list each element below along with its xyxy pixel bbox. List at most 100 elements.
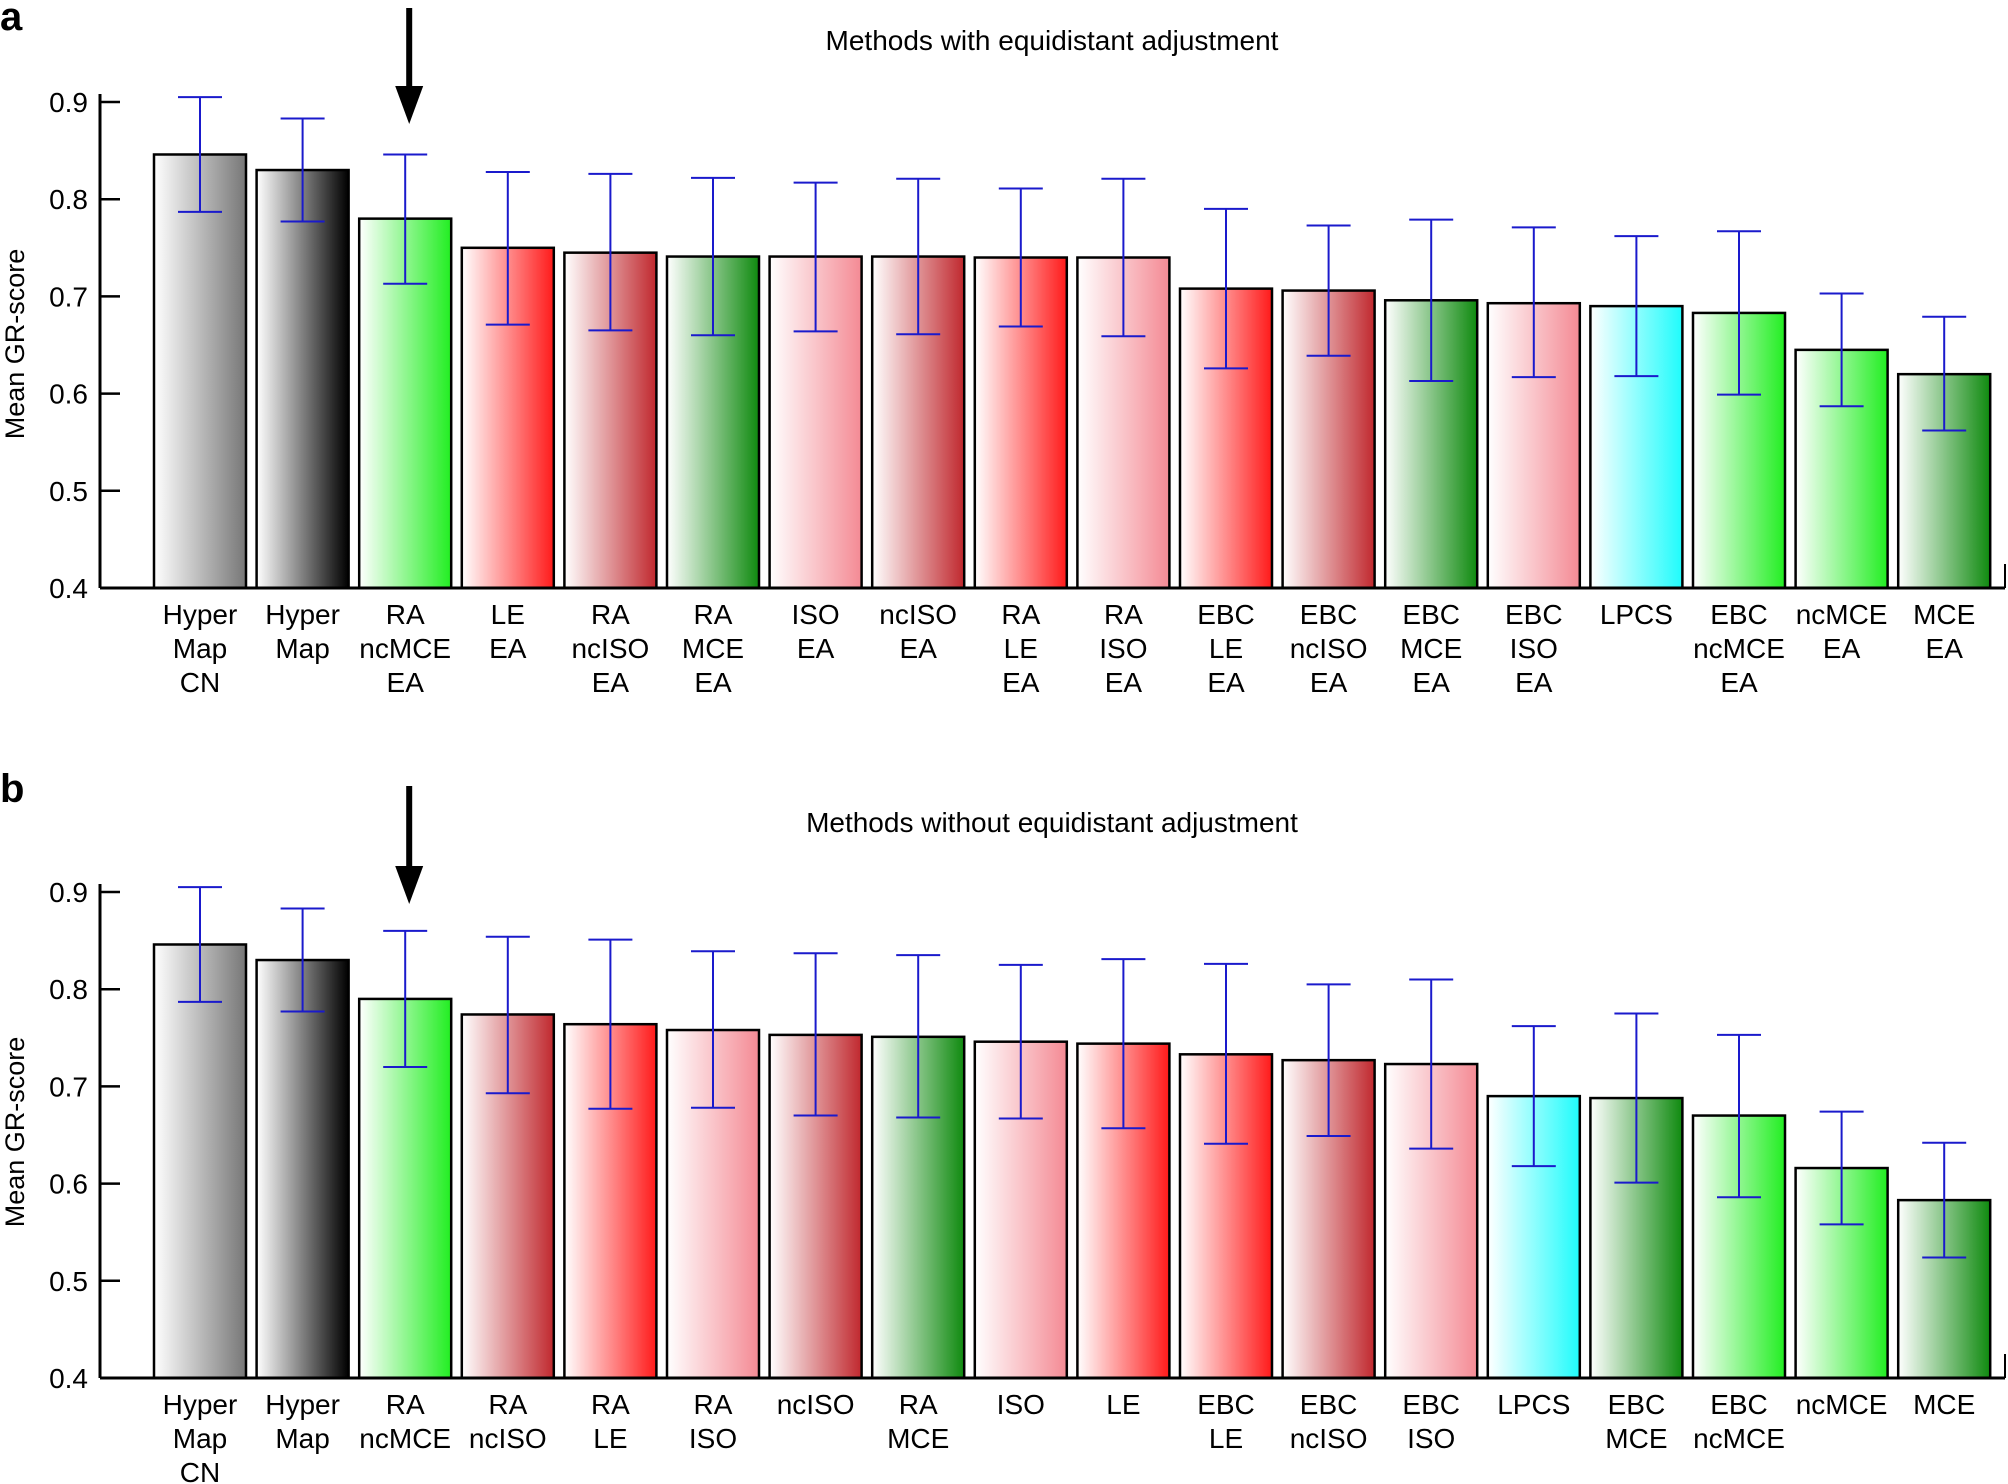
panel-b-error-bar-3: [485, 935, 530, 1095]
panel-a-error-bar-9: [1101, 177, 1146, 338]
panel-b-y-ticks: 0.4 0.5 0.6 0.7 0.8 0.9: [49, 877, 120, 1394]
panel-b-y-tick-label-1: 0.5: [49, 1266, 88, 1297]
x-tick-label-line: CN: [180, 667, 220, 698]
x-tick-label-line: ncISO: [1290, 633, 1368, 664]
panel-a-error-bar-12: [1409, 218, 1454, 382]
panel-a-x-tick-label-16: ncMCE EA: [1796, 599, 1888, 664]
panel-b-x-tick-label-9: LE: [1106, 1389, 1140, 1420]
panel-a-y-ticks: 0.4 0.5 0.6 0.7 0.8 0.9: [49, 87, 120, 604]
x-tick-label-line: RA: [694, 599, 733, 630]
panel-a-x-tick-label-17: MCE EA: [1913, 599, 1975, 664]
panel-b-error-bar-11: [1306, 983, 1351, 1137]
x-tick-label-line: RA: [488, 1389, 527, 1420]
x-tick-label-line: EBC: [1300, 599, 1358, 630]
panel-a-x-tick-label-11: EBC ncISO EA: [1290, 599, 1368, 698]
panel-b-x-tick-label-0: Hyper Map CN: [163, 1389, 238, 1484]
x-tick-label-line: RA: [386, 1389, 425, 1420]
x-tick-label-line: ISO: [791, 599, 839, 630]
panel-a-error-bar-10: [1204, 207, 1248, 370]
x-tick-label-line: EBC: [1197, 599, 1255, 630]
panel-b-error-bar-6: [793, 952, 838, 1117]
x-tick-label-line: Hyper: [265, 1389, 340, 1420]
panel-b-error-bar-17: [1922, 1141, 1967, 1259]
panel-b-x-tick-label-11: EBC ncISO: [1290, 1389, 1368, 1454]
panel-a-error-bar-6: [793, 181, 838, 333]
panel-b: b Methods without equidistant adjustment…: [0, 767, 2006, 1484]
panel-a-error-bar-0: [178, 96, 222, 213]
panel-a-error-bar-7: [896, 177, 941, 336]
x-tick-label-line: EBC: [1608, 1389, 1666, 1420]
x-tick-label-line: EA: [1823, 633, 1861, 664]
x-tick-label-line: EBC: [1402, 1389, 1460, 1420]
x-tick-label-line: EA: [1720, 667, 1758, 698]
x-tick-label-line: RA: [1104, 599, 1143, 630]
panel-b-bar-0: [152, 943, 248, 1380]
x-tick-label-line: Hyper: [163, 1389, 238, 1420]
panel-b-error-bars: [178, 886, 1967, 1259]
panel-b-error-bar-9: [1101, 958, 1146, 1130]
x-tick-label-line: ISO: [1510, 633, 1558, 664]
x-tick-label-line: RA: [591, 1389, 630, 1420]
panel-b-bar-1: [255, 958, 350, 1380]
x-tick-label-line: RA: [899, 1389, 938, 1420]
x-tick-label-line: EA: [592, 667, 630, 698]
panel-b-y-tick-label-4: 0.8: [49, 974, 88, 1005]
x-tick-label-line: ncMCE: [1796, 1389, 1888, 1420]
panel-a-y-tick-label-3: 0.7: [49, 281, 88, 312]
x-tick-label-line: EA: [797, 633, 835, 664]
x-tick-label-line: EA: [387, 667, 425, 698]
x-tick-label-line: EA: [694, 667, 732, 698]
panel-a-x-tick-label-13: EBC ISO EA: [1505, 599, 1563, 698]
x-tick-label-line: MCE: [1913, 1389, 1975, 1420]
x-tick-label-line: ISO: [689, 1423, 737, 1454]
panel-a-x-tick-label-0: Hyper Map CN: [163, 599, 238, 698]
panel-b-x-tick-label-5: RA ISO: [689, 1389, 737, 1454]
panel-a-bar-0: [152, 153, 248, 590]
panel-a-x-tick-label-15: EBC ncMCE EA: [1693, 599, 1785, 698]
panel-a-x-tick-label-5: RA MCE EA: [682, 599, 744, 698]
panel-b-x-tick-label-6: ncISO: [777, 1389, 855, 1420]
panel-a-y-tick-label-0: 0.4: [49, 573, 88, 604]
x-tick-label-line: Hyper: [265, 599, 340, 630]
panel-a-x-tick-label-6: ISO EA: [791, 599, 839, 664]
panel-b-error-bar-12: [1409, 978, 1454, 1150]
arrow-head-icon: [395, 866, 424, 904]
x-tick-label-line: EBC: [1710, 1389, 1768, 1420]
x-tick-label-line: LE: [1209, 633, 1243, 664]
panel-a-highlight-arrow: [395, 8, 424, 124]
panel-b-title: Methods without equidistant adjustment: [806, 807, 1298, 838]
x-tick-label-line: LE: [1106, 1389, 1140, 1420]
panel-b-y-tick-label-2: 0.6: [49, 1169, 88, 1200]
panel-a-letter: a: [0, 0, 23, 39]
panel-a-y-tick-label-2: 0.6: [49, 379, 88, 410]
x-tick-label-line: ISO: [1407, 1423, 1455, 1454]
panel-a-error-bar-14: [1614, 235, 1659, 378]
panel-a-x-tick-label-10: EBC LE EA: [1197, 599, 1255, 698]
panel-a-error-bar-5: [691, 176, 735, 337]
panel-b-error-bar-5: [691, 950, 735, 1109]
x-tick-label-line: ISO: [1099, 633, 1147, 664]
x-tick-label-line: EA: [1105, 667, 1143, 698]
x-tick-label-line: Map: [275, 1423, 329, 1454]
panel-b-error-bar-0: [178, 886, 222, 1003]
panel-b-x-tick-label-2: RA ncMCE: [359, 1389, 451, 1454]
x-tick-label-line: ncISO: [879, 599, 957, 630]
x-tick-label-line: EBC: [1402, 599, 1460, 630]
panel-b-error-bar-13: [1511, 1025, 1556, 1168]
panel-b-bars: [152, 943, 1992, 1380]
panel-b-error-bar-8: [998, 963, 1043, 1120]
panel-b-x-tick-label-7: RA MCE: [887, 1389, 949, 1454]
panel-a-axes: [98, 94, 2006, 590]
panel-b-x-tick-label-4: RA LE: [591, 1389, 630, 1454]
x-tick-label-line: RA: [1001, 599, 1040, 630]
panel-a: a Methods with equidistant adjustment Me…: [0, 0, 2006, 698]
x-tick-label-line: EA: [1310, 667, 1348, 698]
x-tick-label-line: MCE: [1400, 633, 1462, 664]
panel-b-x-tick-label-3: RA ncISO: [469, 1389, 547, 1454]
panel-a-x-tick-label-9: RA ISO EA: [1099, 599, 1147, 698]
x-tick-label-line: MCE: [1605, 1423, 1667, 1454]
x-tick-label-line: ncMCE: [359, 1423, 451, 1454]
x-tick-label-line: ncMCE: [1693, 1423, 1785, 1454]
